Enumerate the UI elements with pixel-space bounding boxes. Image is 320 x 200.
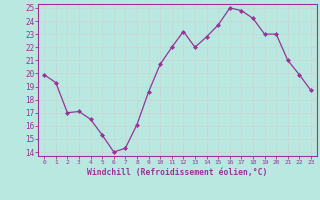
- X-axis label: Windchill (Refroidissement éolien,°C): Windchill (Refroidissement éolien,°C): [87, 168, 268, 177]
